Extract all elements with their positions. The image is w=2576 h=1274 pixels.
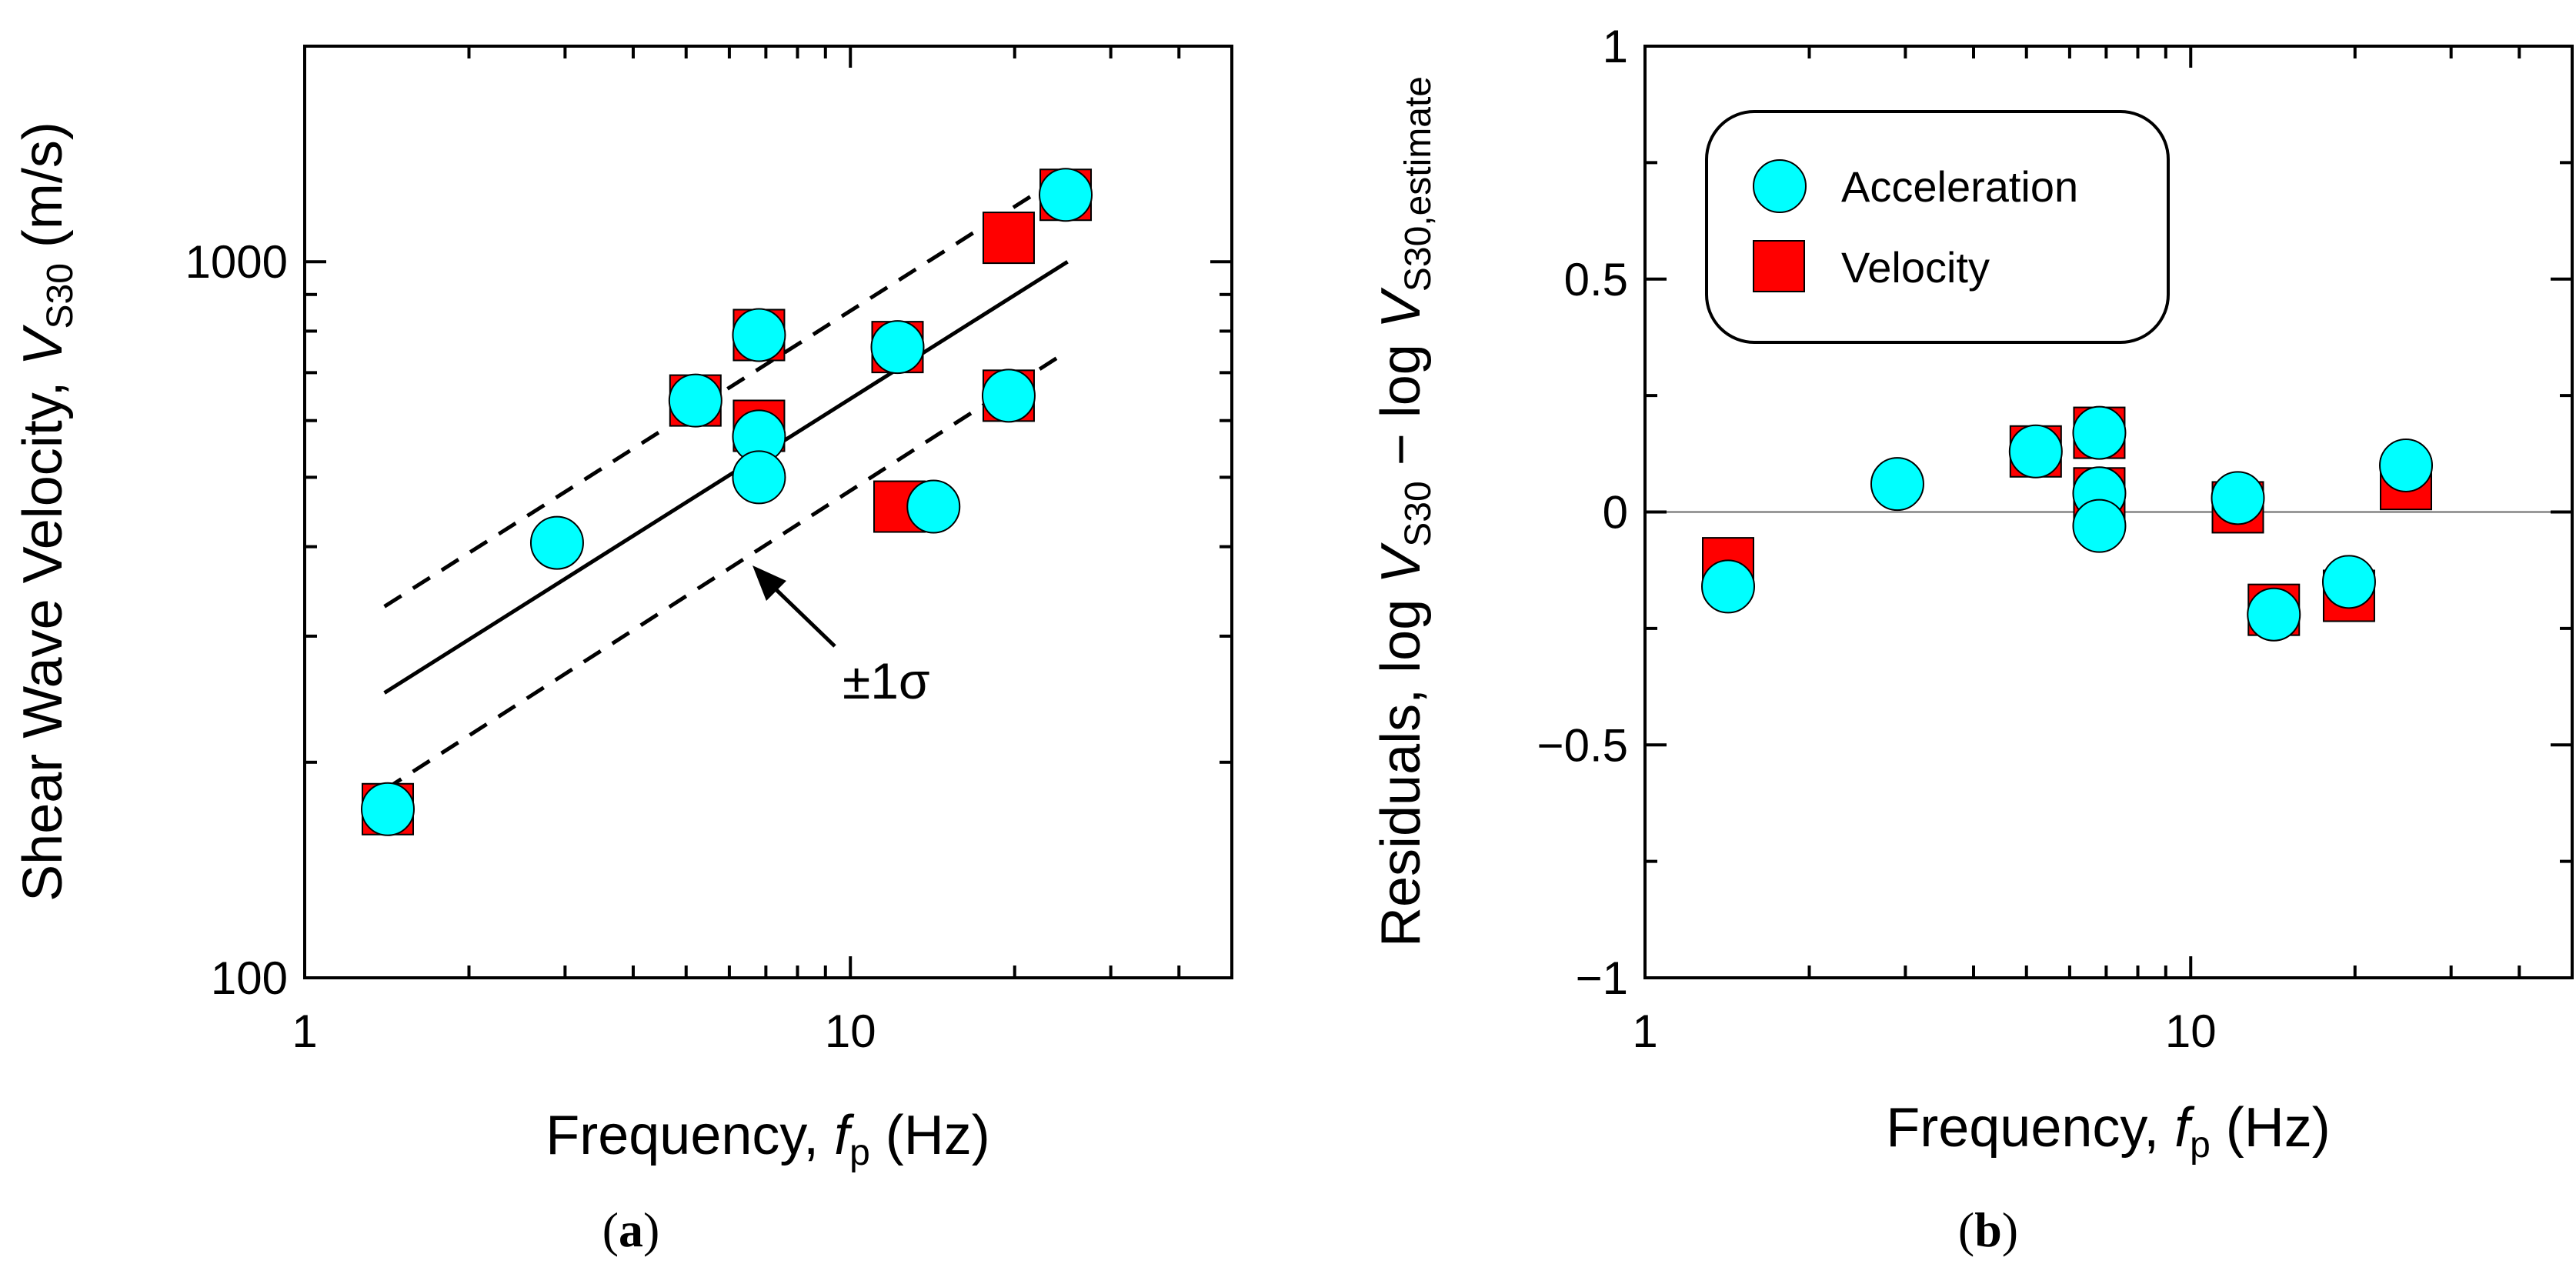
panel-b-x-tick-label: 1 [1632, 1006, 1657, 1057]
legend-box [1705, 110, 2170, 344]
panel-a-acceleration-point [906, 479, 961, 534]
legend: Acceleration Velocity [1705, 110, 2170, 344]
panel-a-acceleration-point [361, 782, 415, 836]
panel-b-acceleration-point [2247, 587, 2301, 642]
panel-b-y-tick-label: −1 [1576, 952, 1628, 1004]
panel-b-acceleration-point [2072, 499, 2127, 553]
panel-b-x-axis-label: Frequency, fp (Hz) [1886, 1097, 2331, 1166]
panel-b-acceleration-point [2008, 424, 2063, 479]
panel-b-y-tick-label: −0.5 [1537, 719, 1628, 771]
legend-velocity-label: Velocity [1841, 243, 1990, 292]
panel-b-y-tick-label: 0.5 [1564, 254, 1628, 305]
panel-b-y-axis-label: Residuals, log VS30 − log VS30,estimate [1370, 76, 1439, 947]
panel-a-acceleration-point [732, 308, 786, 362]
panel-a-velocity-point [982, 212, 1035, 265]
panel-a-x-tick-label: 1 [292, 1006, 317, 1057]
panel-a-acceleration-point [981, 369, 1036, 423]
panel-b-acceleration-point [1701, 559, 1756, 614]
panel-a-annotation: ±1σ [752, 565, 930, 709]
sigma-arrow-head [752, 565, 786, 601]
panel-b-acceleration-point [2379, 438, 2434, 492]
panel-a-plot-frame [303, 45, 1233, 979]
legend-velocity-marker [1753, 240, 1805, 292]
panel-b-acceleration-point [2211, 471, 2265, 525]
sigma-upper-line [383, 171, 1069, 609]
panel-b-acceleration-point [2321, 555, 2376, 609]
panel-b-y-tick-label: 1 [1603, 21, 1628, 72]
legend-acceleration-marker [1753, 159, 1807, 213]
panel-a-y-axis-label: Shear Wave Velocity, VS30 (m/s) [12, 122, 81, 902]
panel-a-acceleration-point [732, 450, 786, 505]
sigma-annotation-label: ±1σ [843, 652, 930, 709]
panel-a-label: (a) [602, 1202, 660, 1257]
panel-a-acceleration-point [1039, 168, 1093, 222]
sigma-arrow-shaft [768, 582, 836, 648]
legend-acceleration-label: Acceleration [1841, 162, 2078, 211]
panel-a-y-tick-label: 100 [211, 952, 288, 1004]
panel-a-acceleration-point [668, 373, 722, 428]
panel-a-x-tick-label: 10 [825, 1006, 876, 1057]
panel-a-x-axis-label: Frequency, fp (Hz) [546, 1105, 990, 1173]
panel-a-y-tick-label: 1000 [185, 236, 288, 288]
panel-b-label: (b) [1958, 1202, 2018, 1257]
sigma-lower-line [383, 349, 1069, 792]
panel-a-acceleration-point [529, 515, 584, 570]
panel-b-acceleration-point [2072, 405, 2127, 460]
panel-a-acceleration-point [870, 320, 925, 375]
panel-a-chart: 1 10 100 1000 ±1σ Frequency, fp (Hz) Shear … [12, 45, 1233, 1257]
panel-b-acceleration-point [1870, 457, 1924, 512]
panel-b-y-tick-label: 0 [1603, 487, 1628, 539]
panel-b-x-tick-label: 10 [2165, 1006, 2217, 1057]
panel-b-chart: 1 10 −1 −0.5 0 0.5 1 Acceleration Velocity Fre… [1370, 21, 2574, 1257]
fit-line [383, 260, 1069, 695]
